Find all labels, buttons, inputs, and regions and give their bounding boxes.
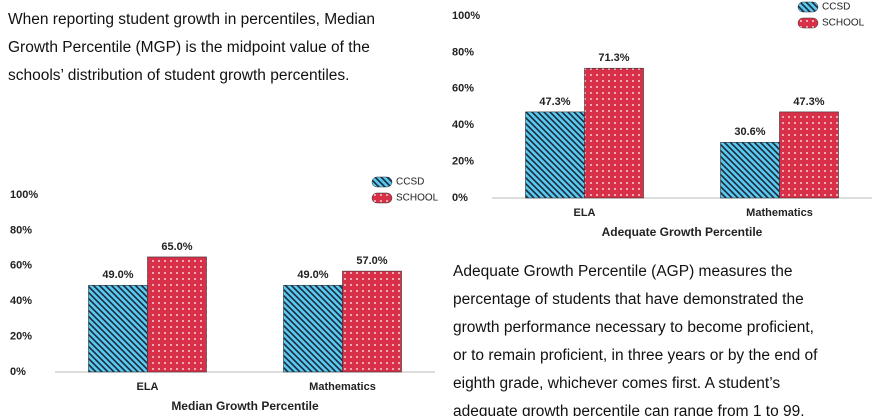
y-tick-label: 40% (10, 295, 32, 307)
bar (720, 142, 780, 199)
value-label: 49.0% (297, 269, 328, 281)
legend-swatch (797, 17, 819, 29)
legend-label: CCSD (396, 177, 424, 188)
y-tick-label: 80% (452, 46, 474, 58)
paragraph-line: percentage of students that have demonst… (453, 291, 804, 308)
y-tick-label: 100% (452, 10, 480, 22)
x-axis-title: Median Growth Percentile (171, 399, 319, 413)
y-tick-label: 0% (452, 192, 468, 204)
y-tick-label: 80% (10, 224, 32, 236)
legend-swatch (371, 192, 393, 204)
bar (147, 256, 207, 373)
paragraph-line: Growth Percentile (MGP) is the midpoint … (8, 39, 370, 56)
y-tick-label: 20% (10, 331, 32, 343)
value-label: 71.3% (598, 52, 629, 64)
value-label: 30.6% (734, 126, 765, 138)
x-tick-label: ELA (574, 207, 596, 219)
bar (283, 284, 343, 373)
paragraph-line: or to remain proficient, in three years … (453, 347, 818, 364)
legend-swatch (371, 176, 393, 188)
paragraph-line: schools’ distribution of student growth … (8, 67, 349, 84)
bar (584, 67, 644, 199)
y-tick-label: 20% (452, 156, 474, 168)
bar (88, 284, 148, 373)
x-tick-label: Mathematics (746, 207, 813, 219)
value-label: 49.0% (102, 269, 133, 281)
y-tick-label: 60% (10, 260, 32, 272)
paragraph-line: eighth grade, whichever comes first. A s… (453, 375, 780, 392)
y-tick-label: 0% (10, 366, 26, 378)
legend-swatch (797, 1, 819, 13)
bar (779, 111, 839, 199)
value-label: 47.3% (539, 96, 570, 108)
x-axis-title: Adequate Growth Percentile (602, 225, 763, 239)
x-tick-label: Mathematics (309, 381, 376, 393)
y-tick-label: 40% (452, 119, 474, 131)
paragraph-line: growth performance necessary to become p… (453, 319, 814, 336)
value-label: 57.0% (356, 255, 387, 267)
value-label: 65.0% (161, 241, 192, 253)
y-tick-label: 100% (10, 189, 38, 201)
paragraph-line: Adequate Growth Percentile (AGP) measure… (453, 263, 792, 280)
paragraph-line: adequate growth percentile can range fro… (453, 403, 805, 416)
paragraph-line: When reporting student growth in percent… (8, 11, 375, 28)
y-tick-label: 60% (452, 83, 474, 95)
legend-label: SCHOOL (822, 18, 865, 29)
legend-label: CCSD (822, 2, 850, 13)
bar (525, 111, 585, 199)
bar (342, 270, 402, 373)
legend-label: SCHOOL (396, 193, 439, 204)
value-label: 47.3% (793, 96, 824, 108)
x-tick-label: ELA (137, 381, 159, 393)
